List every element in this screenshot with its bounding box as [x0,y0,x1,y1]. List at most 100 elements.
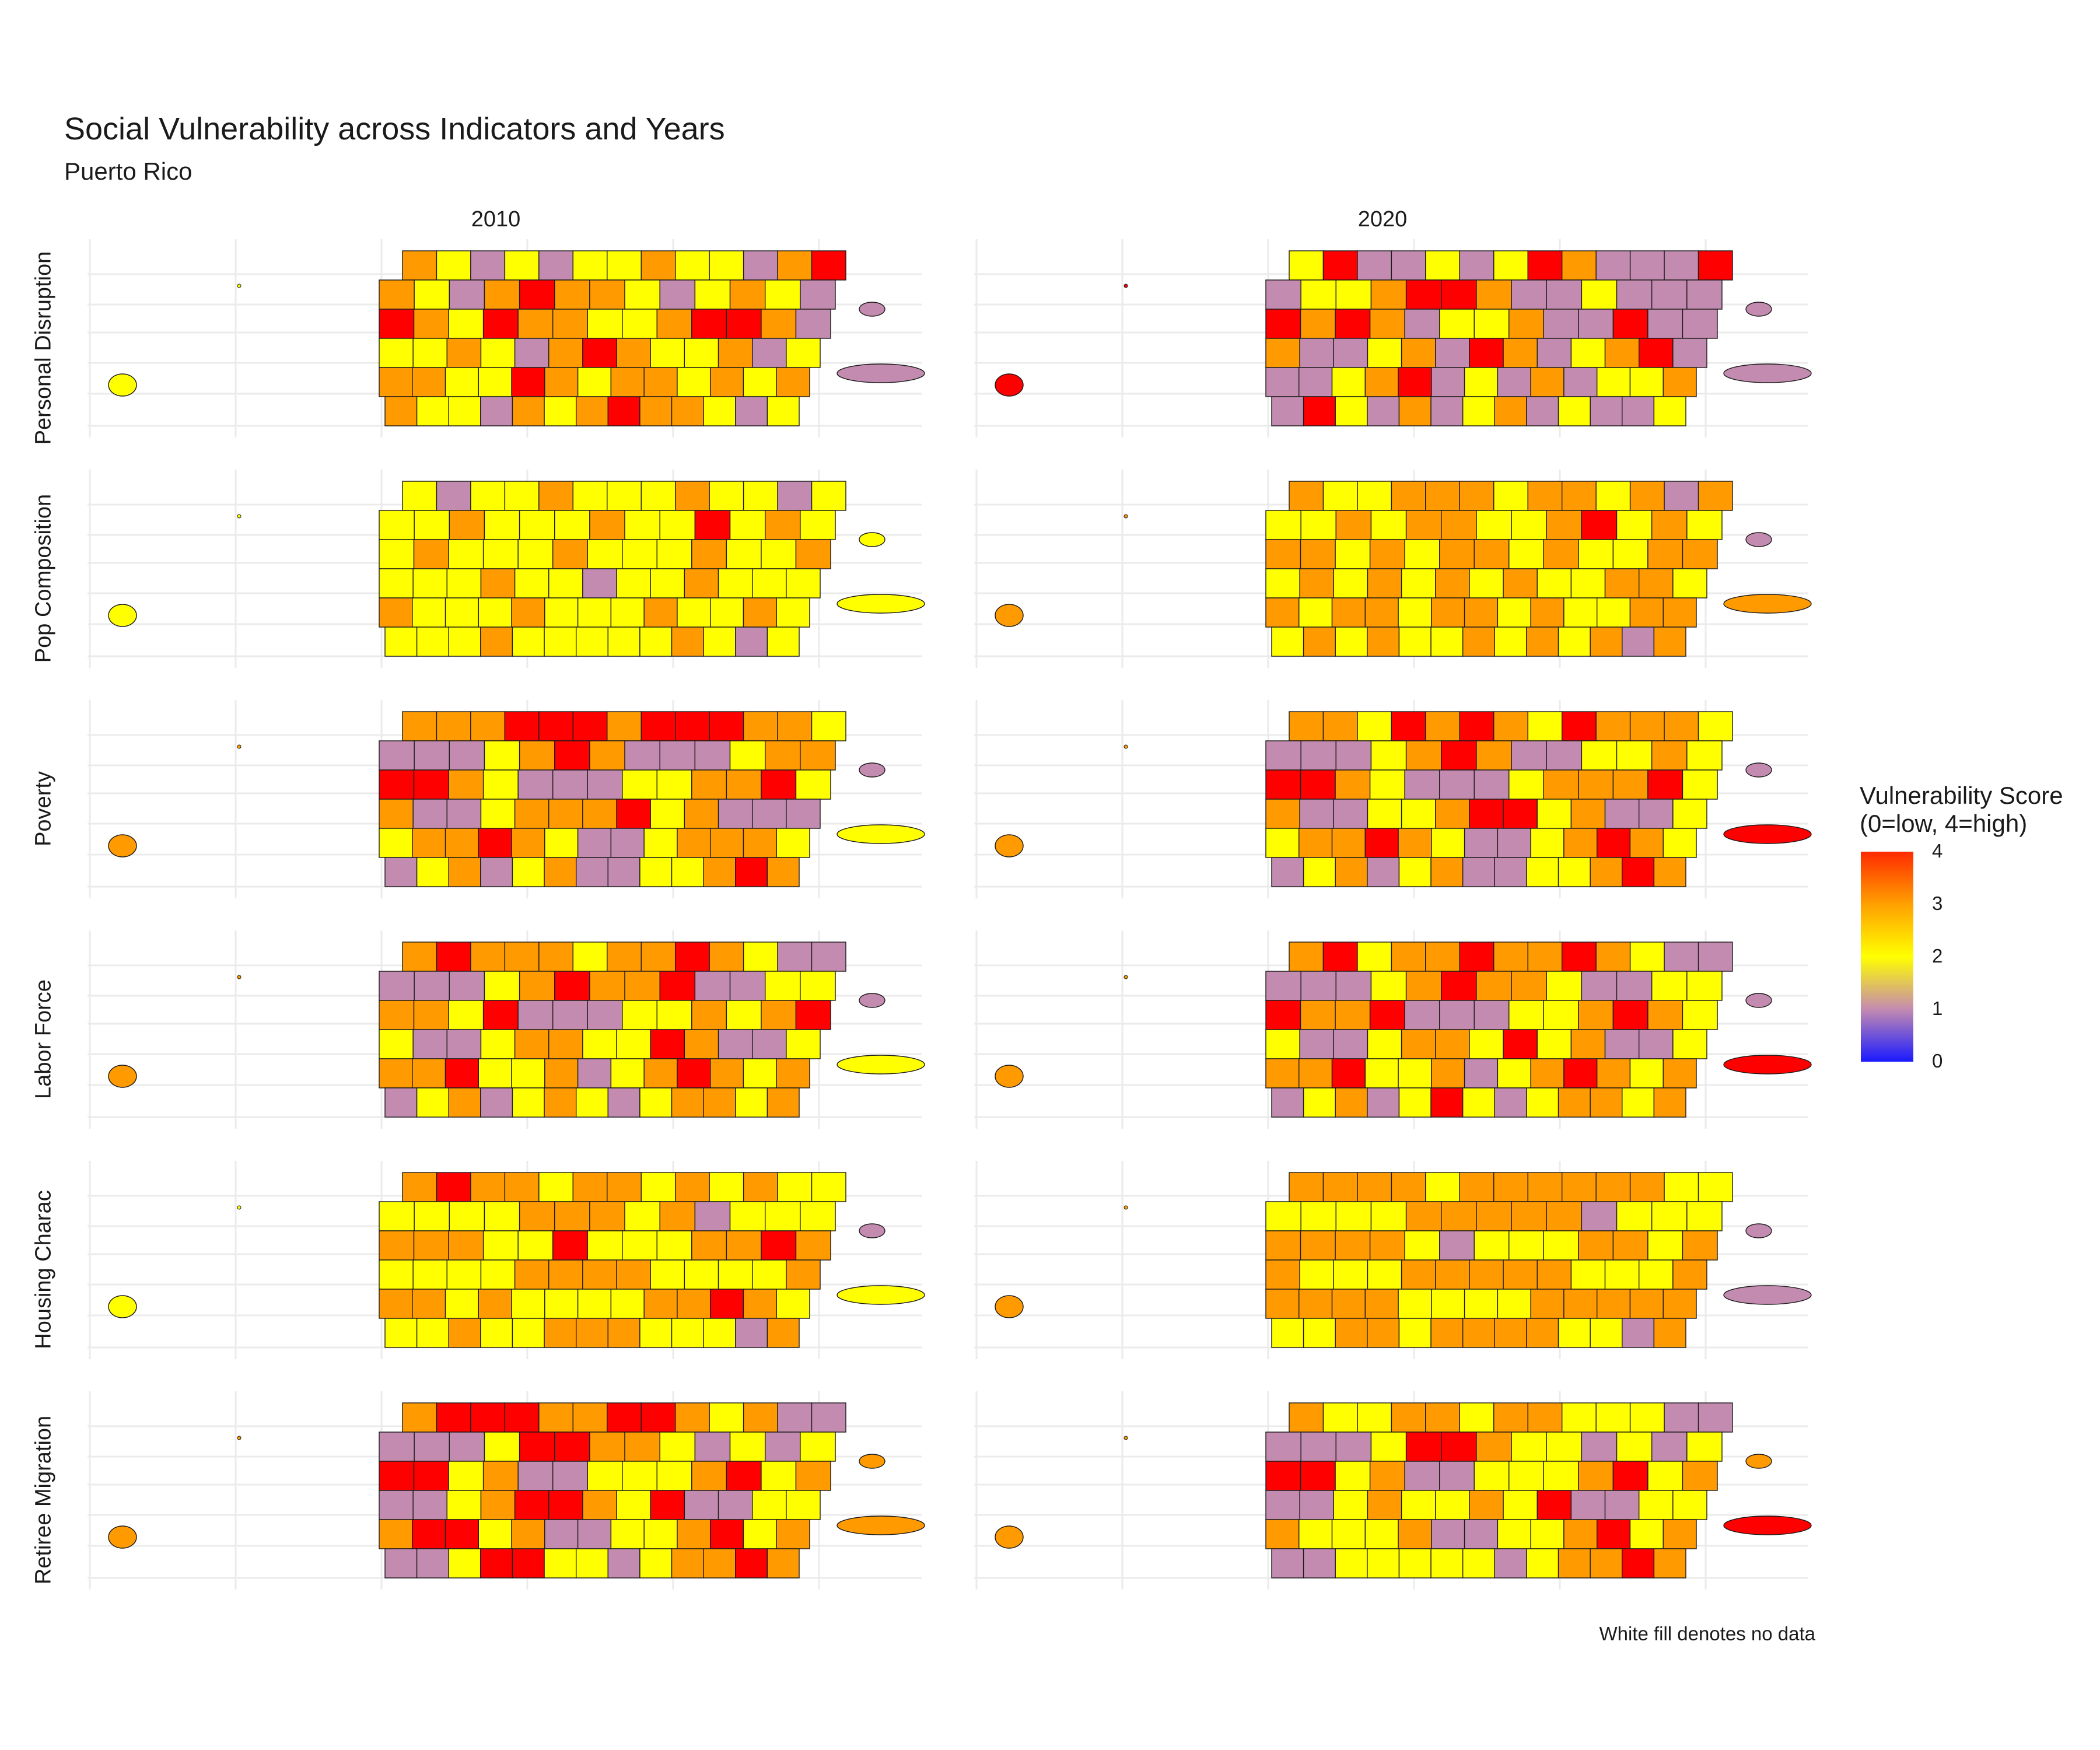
island-desecheo [237,744,242,749]
island-mona [108,1295,137,1318]
municipality [1647,309,1684,339]
municipality [1612,1230,1648,1261]
municipality [1622,857,1655,887]
island-vieques [1723,1516,1812,1535]
municipality [1647,1000,1684,1030]
municipality [1474,309,1510,339]
municipality [1271,1318,1304,1348]
municipality [1265,1000,1301,1030]
municipality [1405,740,1442,771]
municipality [517,1230,554,1261]
municipality [436,1172,471,1202]
municipality [761,1000,797,1030]
municipality [1299,338,1335,368]
municipality [659,510,696,540]
municipality [650,1029,685,1059]
municipality [552,1461,588,1491]
municipality [548,568,583,598]
municipality [544,597,579,628]
municipality [1441,740,1477,771]
municipality [1497,597,1531,628]
municipality [1698,250,1733,281]
municipality [402,711,438,741]
municipality [639,1087,673,1118]
municipality [1398,828,1432,858]
municipality [587,1000,623,1030]
municipality [1638,1029,1674,1059]
municipality [1289,250,1324,281]
municipality [511,1519,545,1549]
municipality [1430,1548,1464,1578]
municipality [1370,740,1407,771]
municipality [1543,769,1579,800]
municipality [575,1318,609,1348]
municipality [743,1058,777,1088]
municipality [512,1087,545,1118]
municipality [1570,568,1606,598]
municipality [1503,1029,1538,1059]
municipality [1596,597,1631,628]
municipality [484,279,520,310]
island-desecheo [1124,284,1128,288]
municipality [480,1087,513,1118]
panel-2020-3 [974,930,1812,1129]
island-mona [108,373,137,397]
municipality [552,539,588,569]
municipality [640,250,676,281]
municipality [572,250,608,281]
island-culebra [859,1454,886,1469]
panel-2020-1 [974,470,1812,668]
municipality [1367,1318,1400,1348]
municipality [616,568,651,598]
municipality [650,799,685,829]
municipality [650,568,685,598]
municipality [1335,740,1372,771]
municipality [639,1548,673,1578]
municipality [554,1432,590,1462]
municipality [624,1201,660,1231]
municipality [624,279,660,310]
municipality [607,1318,640,1348]
municipality [709,367,744,397]
municipality [519,740,555,771]
municipality [786,568,821,598]
municipality [1616,971,1653,1001]
municipality [1335,1000,1371,1030]
municipality [1425,942,1461,972]
municipality [743,942,778,972]
municipality [575,1548,609,1578]
municipality [446,799,482,829]
municipality [1604,568,1640,598]
municipality [1638,1259,1674,1290]
municipality [1581,1432,1618,1462]
municipality [1398,597,1432,628]
municipality [776,1289,810,1319]
municipality [1647,1461,1684,1491]
municipality [718,799,753,829]
island-culebra [1745,1223,1772,1238]
municipality [1298,1519,1333,1549]
island-vieques [1723,1055,1812,1074]
municipality [735,626,768,657]
municipality [384,396,418,426]
municipality [1596,1519,1631,1549]
municipality [1546,740,1583,771]
municipality [436,481,471,511]
municipality [402,942,438,972]
municipality [1404,309,1440,339]
island-vieques [836,363,925,383]
municipality [1662,1058,1697,1088]
municipality [1698,711,1733,741]
municipality [1271,1087,1304,1118]
municipality [800,279,836,310]
municipality [743,250,778,281]
municipality [1469,1029,1504,1059]
municipality [548,1490,583,1520]
municipality [1430,857,1464,887]
island-vieques [836,594,925,614]
municipality [650,1259,685,1290]
island-mona [995,1525,1024,1549]
municipality [519,1432,555,1462]
municipality [1459,1402,1494,1433]
municipality [811,942,846,972]
